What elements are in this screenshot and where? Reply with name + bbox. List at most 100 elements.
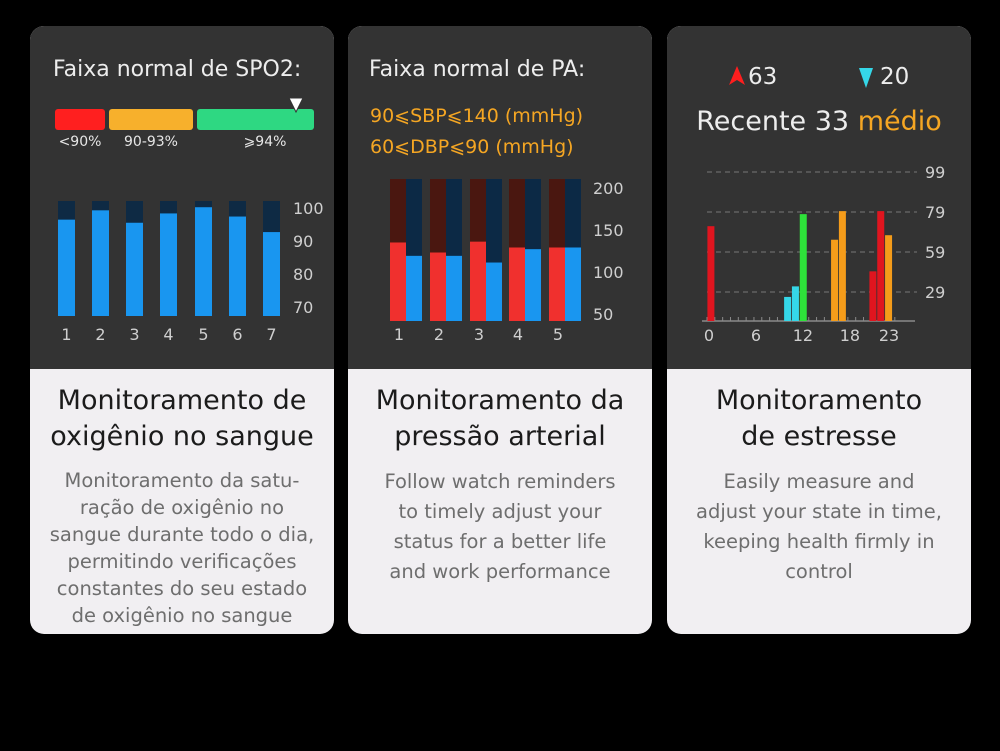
bp-title-line2: pressão arterial — [394, 421, 606, 452]
bp-desc-line4: and work performance — [389, 560, 611, 583]
range-low-bar — [55, 109, 105, 130]
dbp-bar — [565, 247, 581, 321]
stress-high-value: 63 — [748, 64, 778, 90]
bp-title-line1: Monitoramento da — [375, 385, 625, 416]
bp-x-tick: 1 — [394, 325, 404, 344]
bp-y-tick: 150 — [593, 221, 624, 240]
stress-card: 63 20 Recente 33 médio 99 79 59 29 0 6 12 18 23 … — [667, 26, 971, 634]
bp-header: Faixa normal de PA: — [369, 57, 586, 82]
spo2-bar — [126, 222, 143, 316]
bp-y-tick: 100 — [593, 263, 624, 282]
stress-bar — [869, 271, 877, 321]
stress-x-tick: 23 — [879, 326, 899, 345]
dbp-bar — [525, 249, 541, 321]
stress-chart: 99 79 59 29 0 6 12 18 23 — [702, 163, 945, 345]
spo2-x-tick: 4 — [163, 325, 173, 344]
bp-desc-line3: status for a better life — [393, 530, 607, 553]
stress-bar — [799, 214, 807, 321]
stress-bar — [784, 296, 792, 321]
range-normal-bar — [197, 109, 314, 130]
stress-x-tick: 6 — [751, 326, 761, 345]
stress-desc-line1: Easily measure and — [723, 470, 915, 493]
stress-bar — [831, 239, 839, 321]
spo2-desc-line6: de oxigênio no sangue — [71, 604, 293, 627]
bp-text: Monitoramento da pressão arterial Follow… — [348, 369, 652, 634]
spo2-bar — [92, 210, 109, 316]
range-mid-bar — [109, 109, 193, 130]
stress-y-tick: 29 — [925, 283, 945, 302]
bp-panel: Faixa normal de PA: 90⩽SBP⩽140 (mmHg) 60… — [348, 26, 652, 369]
stress-recent: Recente 33 médio — [667, 106, 971, 137]
stress-bar — [877, 211, 885, 321]
blood-pressure-card: Faixa normal de PA: 90⩽SBP⩽140 (mmHg) 60… — [348, 26, 652, 634]
spo2-bar — [229, 216, 246, 316]
stress-desc-line2: adjust your state in time, — [696, 500, 942, 523]
bp-x-tick: 2 — [434, 325, 444, 344]
stress-title-line1: Monitoramento — [715, 385, 923, 416]
bp-x-tick: 4 — [513, 325, 523, 344]
spo2-bar — [195, 207, 212, 316]
dbp-range: 60⩽DBP⩽90 (mmHg) — [370, 136, 574, 158]
stress-low-value: 20 — [880, 64, 910, 90]
spo2-header: Faixa normal de SPO2: — [53, 57, 302, 82]
stress-y-tick: 59 — [925, 243, 945, 262]
stress-bar — [707, 226, 715, 321]
sbp-bar — [549, 247, 565, 321]
dbp-bar — [406, 255, 422, 321]
range-mid-label: 90-93% — [124, 134, 178, 150]
spo2-x-tick: 2 — [95, 325, 105, 344]
stress-desc-line4: control — [785, 560, 853, 583]
spo2-card: Faixa normal de SPO2: <90% 90-93% ⩾94% 1… — [30, 26, 334, 634]
sbp-range: 90⩽SBP⩽140 (mmHg) — [370, 105, 584, 127]
stress-x-tick: 12 — [793, 326, 813, 345]
sbp-bar — [430, 252, 446, 321]
spo2-desc-line2: ração de oxigênio no — [79, 496, 285, 519]
bp-y-tick: 200 — [593, 179, 624, 198]
range-low-label: <90% — [58, 134, 102, 150]
stress-x-tick: 0 — [704, 326, 714, 345]
spo2-title-line2: oxigênio no sangue — [50, 421, 314, 452]
stress-title-line2: de estresse — [741, 421, 897, 452]
stress-panel: 63 20 Recente 33 médio 99 79 59 29 0 6 12 18 23 — [667, 26, 971, 369]
sbp-bar — [470, 241, 486, 321]
bp-x-tick: 3 — [474, 325, 484, 344]
bp-desc-line1: Follow watch reminders — [384, 470, 616, 493]
spo2-bar — [58, 219, 75, 316]
stress-recent-level: médio — [857, 106, 942, 137]
stress-desc-line3: keeping health firmly in — [703, 530, 935, 553]
spo2-desc-line3: sangue durante todo o dia, — [49, 523, 315, 546]
spo2-chart: 1 2 3 4 5 6 7 100 90 80 70 — [58, 199, 324, 344]
spo2-desc-line5: constantes do seu estado — [56, 577, 308, 600]
sbp-bar — [509, 247, 525, 321]
spo2-y-tick: 70 — [293, 298, 313, 317]
dbp-bar — [486, 262, 502, 321]
stress-x-tick: 18 — [840, 326, 860, 345]
spo2-x-tick: 1 — [61, 325, 71, 344]
bp-desc-line2: to timely adjust your — [398, 500, 602, 523]
sbp-bar — [390, 242, 406, 321]
spo2-desc-line4: permitindo verificações — [67, 550, 297, 573]
stress-text: Monitoramento de estresse Easily measure… — [667, 369, 971, 634]
spo2-panel: Faixa normal de SPO2: <90% 90-93% ⩾94% 1… — [30, 26, 334, 369]
stress-y-tick: 99 — [925, 163, 945, 182]
bp-x-tick: 5 — [553, 325, 563, 344]
stress-bar — [838, 211, 846, 321]
spo2-y-tick: 100 — [293, 199, 324, 218]
spo2-text: Monitoramento de oxigênio no sangue Moni… — [30, 369, 334, 634]
bp-y-tick: 50 — [593, 305, 613, 324]
spo2-x-tick: 3 — [129, 325, 139, 344]
spo2-y-tick: 90 — [293, 232, 313, 251]
spo2-x-tick: 6 — [232, 325, 242, 344]
spo2-desc-line1: Monitoramento da satu- — [64, 469, 300, 492]
spo2-bar — [263, 232, 280, 316]
spo2-x-tick: 7 — [266, 325, 276, 344]
spo2-y-tick: 80 — [293, 265, 313, 284]
stress-bar — [791, 286, 799, 321]
stress-recent-label: Recente 33 — [696, 106, 850, 137]
range-normal-label: ⩾94% — [243, 134, 287, 150]
dbp-bar — [446, 255, 462, 321]
spo2-bar — [160, 213, 177, 316]
stress-y-tick: 79 — [925, 203, 945, 222]
stress-bar — [885, 235, 893, 321]
spo2-x-tick: 5 — [198, 325, 208, 344]
